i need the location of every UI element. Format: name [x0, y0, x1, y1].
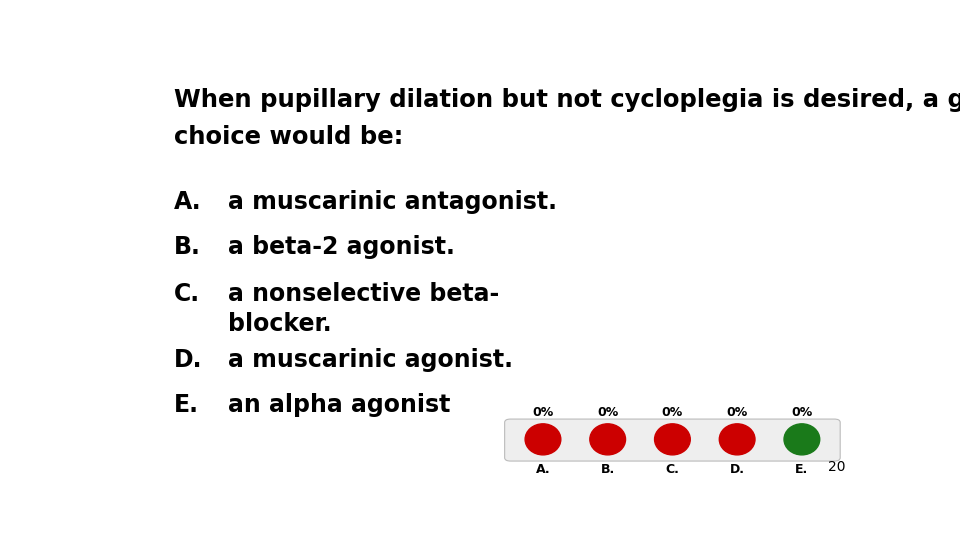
Text: choice would be:: choice would be: [174, 125, 403, 149]
Text: E.: E. [795, 463, 808, 476]
Text: 0%: 0% [791, 406, 812, 419]
Text: a beta-2 agonist.: a beta-2 agonist. [228, 235, 455, 259]
Text: 0%: 0% [661, 406, 684, 419]
Text: B.: B. [601, 463, 614, 476]
Text: C.: C. [174, 282, 200, 306]
Text: C.: C. [665, 463, 680, 476]
Text: B.: B. [174, 235, 201, 259]
Text: 0%: 0% [533, 406, 554, 419]
Text: A.: A. [536, 463, 550, 476]
Ellipse shape [655, 424, 690, 455]
FancyBboxPatch shape [505, 419, 840, 461]
Text: a nonselective beta-
blocker.: a nonselective beta- blocker. [228, 282, 499, 335]
Text: 0%: 0% [597, 406, 618, 419]
Text: a muscarinic agonist.: a muscarinic agonist. [228, 348, 513, 373]
Text: A.: A. [174, 190, 202, 213]
Text: an alpha agonist: an alpha agonist [228, 393, 450, 417]
Text: a muscarinic antagonist.: a muscarinic antagonist. [228, 190, 557, 213]
Text: D.: D. [730, 463, 745, 476]
Text: E.: E. [174, 393, 199, 417]
Ellipse shape [589, 424, 626, 455]
Text: 0%: 0% [727, 406, 748, 419]
Text: When pupillary dilation but not cycloplegia is desired, a good: When pupillary dilation but not cyclople… [174, 87, 960, 112]
Text: 20: 20 [828, 461, 846, 474]
Text: D.: D. [174, 348, 202, 373]
Ellipse shape [784, 424, 820, 455]
Ellipse shape [719, 424, 755, 455]
Ellipse shape [525, 424, 561, 455]
